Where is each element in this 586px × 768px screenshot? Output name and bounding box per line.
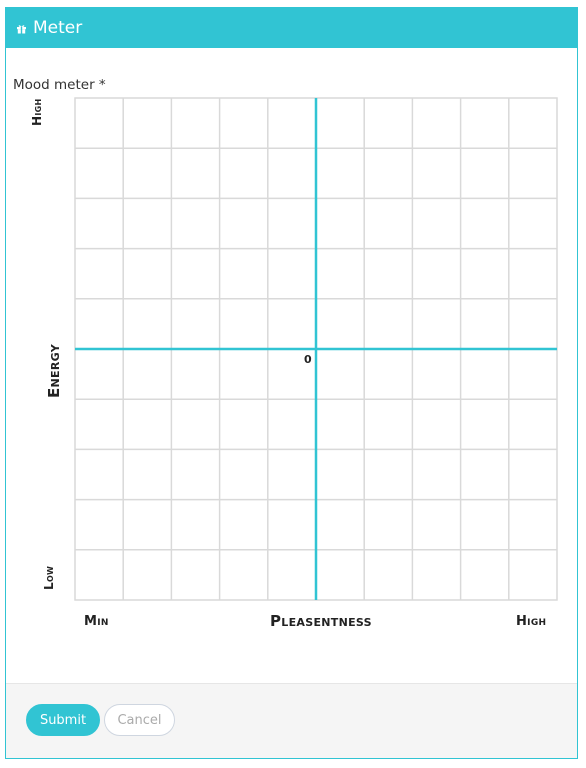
cancel-button[interactable]: Cancel xyxy=(104,704,175,736)
x-axis-high-label: High xyxy=(516,614,547,629)
form-footer: Submit Cancel xyxy=(6,683,577,758)
mood-meter-grid[interactable] xyxy=(74,97,558,601)
x-axis-title: Pleasentness xyxy=(270,612,372,630)
y-axis-high-label: High xyxy=(30,98,44,126)
x-axis-min-label: Min xyxy=(84,614,109,629)
panel-header: Meter xyxy=(6,8,577,48)
submit-button[interactable]: Submit xyxy=(26,704,100,736)
gift-icon xyxy=(16,23,27,34)
origin-label: 0 xyxy=(304,353,312,366)
panel-title: Meter xyxy=(33,18,83,38)
meter-panel: Meter Mood meter * High Energy Low 0 Min… xyxy=(5,7,578,759)
y-axis-low-label: Low xyxy=(42,565,56,590)
mood-meter-label: Mood meter * xyxy=(13,77,106,93)
y-axis-title: Energy xyxy=(45,344,63,398)
